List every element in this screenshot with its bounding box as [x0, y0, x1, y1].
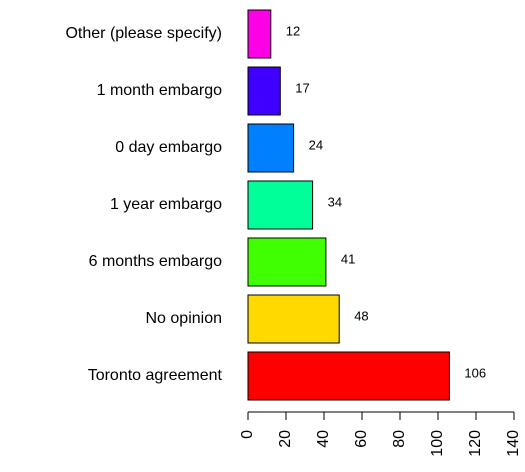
x-tick-label: 100	[429, 430, 446, 457]
x-tick-label: 60	[353, 430, 370, 448]
category-label: Other (please specify)	[65, 25, 222, 42]
value-label: 34	[328, 194, 342, 209]
value-label: 12	[286, 23, 300, 38]
category-label: 1 month embargo	[97, 82, 223, 99]
x-tick-label: 40	[315, 430, 332, 448]
category-label: 0 day embargo	[115, 139, 222, 156]
x-tick-label: 140	[505, 430, 522, 457]
x-tick-label: 120	[467, 430, 484, 457]
value-label: 48	[354, 308, 368, 323]
category-label: No opinion	[146, 310, 223, 327]
category-label: 1 year embargo	[110, 196, 222, 213]
bar	[247, 237, 327, 287]
bar	[247, 123, 295, 173]
bar	[247, 294, 340, 344]
value-label: 17	[295, 80, 309, 95]
bar	[247, 351, 450, 401]
x-tick-label: 0	[239, 430, 256, 439]
category-label: Toronto agreement	[88, 367, 223, 384]
value-label: 41	[341, 251, 355, 266]
category-label: 6 months embargo	[89, 253, 223, 270]
bar	[247, 180, 314, 230]
x-tick-label: 80	[391, 430, 408, 448]
value-label: 24	[309, 137, 323, 152]
bar	[247, 9, 272, 59]
x-tick-label: 20	[277, 430, 294, 448]
value-label: 106	[464, 365, 486, 380]
bar	[247, 66, 281, 116]
